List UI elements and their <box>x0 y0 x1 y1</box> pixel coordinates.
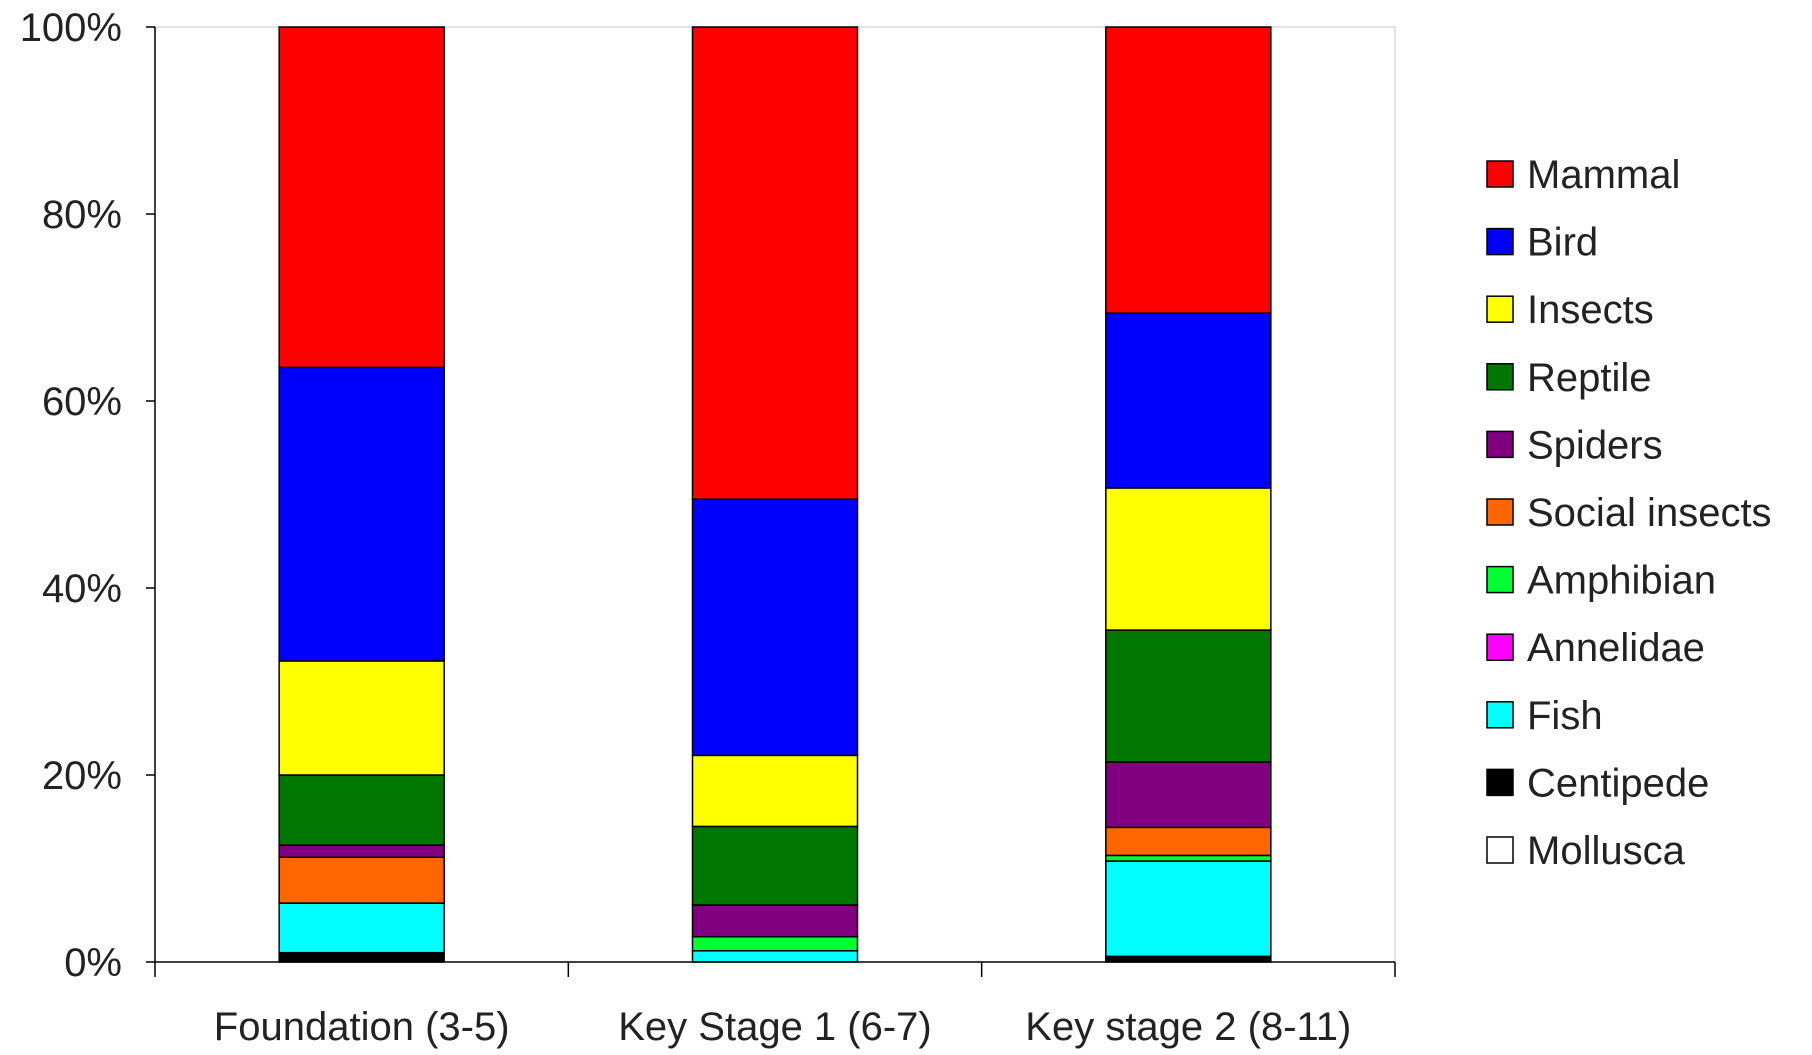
legend-swatch <box>1486 227 1514 256</box>
bar-segment-reptile-key-stage-2-8-11 <box>1105 629 1272 763</box>
bar-segment-reptile-key-stage-1-6-7 <box>691 825 859 906</box>
bar-segment-fish-key-stage-1-6-7 <box>691 950 859 963</box>
legend-item-insects: Insects <box>1486 288 1654 332</box>
bar-segment-mammal-key-stage-2-8-11 <box>1105 26 1272 314</box>
legend-swatch <box>1486 430 1514 459</box>
legend-item-amphibian: Amphibian <box>1486 559 1716 603</box>
x-tick-label: Key Stage 1 (6-7) <box>618 1005 932 1049</box>
legend: Mammal Bird Insects Reptile Spiders Social in… <box>1486 153 1772 873</box>
x-tick-label: Foundation (3-5) <box>214 1005 510 1049</box>
y-tick-label: 40% <box>42 567 122 611</box>
bar-segment-bird-key-stage-1-6-7 <box>691 498 859 757</box>
bar-segment-bird-foundation-3-5 <box>278 366 445 662</box>
legend-swatch <box>1486 768 1514 797</box>
bar-segment-mammal-foundation-3-5 <box>278 26 445 369</box>
legend-item-fish: Fish <box>1486 694 1603 738</box>
bar-segment-social-insects-key-stage-2-8-11 <box>1105 826 1272 857</box>
bar-segment-amphibian-key-stage-1-6-7 <box>691 936 859 952</box>
bar-segment-insects-key-stage-1-6-7 <box>691 754 859 828</box>
legend-swatch <box>1486 363 1514 391</box>
legend-label: Mammal <box>1527 153 1680 197</box>
bar-segment-centipede-key-stage-2-8-11 <box>1105 955 1272 963</box>
bar-segment-spiders-key-stage-2-8-11 <box>1105 761 1272 829</box>
bar-segment-amphibian-key-stage-2-8-11 <box>1105 854 1272 862</box>
bar-segment-spiders-foundation-3-5 <box>278 844 445 859</box>
legend-swatch <box>1486 498 1514 526</box>
bar-stack-foundation-3-5 <box>278 26 445 963</box>
legend-label: Reptile <box>1527 356 1652 400</box>
legend-swatch <box>1486 701 1514 729</box>
legend-label: Spiders <box>1527 423 1663 467</box>
legend-label: Social insects <box>1527 491 1772 535</box>
legend-item-reptile: Reptile <box>1486 356 1652 400</box>
y-tick-label: 60% <box>42 380 122 424</box>
y-tick-label: 80% <box>42 193 122 237</box>
bar-segment-mammal-key-stage-1-6-7 <box>691 26 859 500</box>
legend-label: Mollusca <box>1527 829 1686 873</box>
legend-label: Centipede <box>1527 761 1709 805</box>
bar-stack-key-stage-2-8-11 <box>1105 26 1272 963</box>
legend-swatch <box>1486 565 1514 594</box>
bar-stack-key-stage-1-6-7 <box>691 26 859 963</box>
y-tick-label: 100% <box>20 6 122 50</box>
bar-segment-fish-foundation-3-5 <box>278 902 445 954</box>
legend-label: Amphibian <box>1527 559 1716 603</box>
legend-swatch <box>1486 836 1514 864</box>
axes: 0% 20% 40% 60% 80% 100% Foundation (3-5) Key St… <box>20 6 1396 1049</box>
bar-segment-spiders-key-stage-1-6-7 <box>691 904 859 938</box>
legend-item-centipede: Centipede <box>1486 761 1709 805</box>
legend-swatch <box>1486 633 1514 661</box>
plot-area <box>154 26 1396 963</box>
legend-label: Insects <box>1527 288 1654 332</box>
legend-item-bird: Bird <box>1486 221 1598 265</box>
bar-segment-insects-foundation-3-5 <box>278 660 445 776</box>
legend-item-mollusca: Mollusca <box>1486 829 1686 873</box>
legend-label: Bird <box>1527 221 1598 265</box>
legend-item-social-insects: Social insects <box>1486 491 1772 535</box>
legend-item-spiders: Spiders <box>1486 423 1663 467</box>
y-tick-label: 0% <box>64 941 122 985</box>
y-tick-label: 20% <box>42 754 122 798</box>
bar-segment-centipede-foundation-3-5 <box>278 951 445 963</box>
bar-segment-insects-key-stage-2-8-11 <box>1105 487 1272 631</box>
legend-swatch <box>1486 160 1514 188</box>
legend-label: Fish <box>1527 694 1603 738</box>
x-tick-label: Key stage 2 (8-11) <box>1025 1005 1351 1049</box>
legend-item-annelidae: Annelidae <box>1486 626 1705 670</box>
legend-item-mammal: Mammal <box>1486 153 1680 197</box>
bar-segment-fish-key-stage-2-8-11 <box>1105 860 1272 958</box>
bar-segment-reptile-foundation-3-5 <box>278 774 445 846</box>
legend-label: Annelidae <box>1527 626 1705 670</box>
bar-segment-bird-key-stage-2-8-11 <box>1105 312 1272 489</box>
bar-segment-social-insects-foundation-3-5 <box>278 856 445 904</box>
legend-swatch <box>1486 295 1514 323</box>
